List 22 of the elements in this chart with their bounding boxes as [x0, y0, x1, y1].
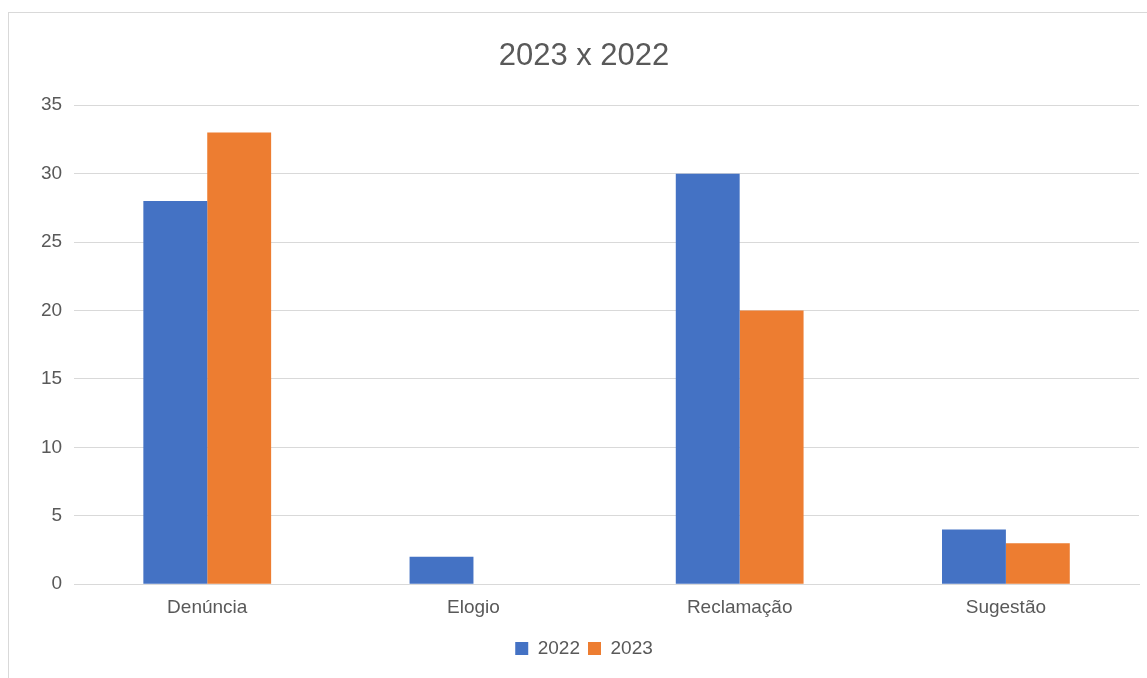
y-tick-label: 15 — [40, 367, 63, 389]
x-tick-label: Sugestão — [965, 595, 1047, 617]
y-tick-label: 0 — [51, 572, 63, 594]
y-tick-label: 35 — [40, 93, 63, 115]
bar — [739, 310, 804, 584]
bar — [143, 201, 208, 584]
y-tick-label: 20 — [40, 298, 63, 320]
bar — [675, 173, 740, 584]
bar — [409, 556, 474, 584]
bar — [942, 529, 1006, 584]
legend-label: 2023 — [610, 636, 653, 658]
chart-title: 2023 x 2022 — [498, 37, 670, 73]
x-tick-label: Reclamação — [686, 595, 793, 617]
x-tick-label: Elogio — [447, 595, 500, 617]
legend-label: 2022 — [537, 636, 581, 658]
x-tick-label: Denúncia — [167, 595, 248, 617]
bar — [1005, 543, 1070, 584]
bar — [207, 132, 272, 584]
y-tick-label: 25 — [40, 230, 63, 252]
y-tick-label: 10 — [40, 435, 63, 457]
y-tick-label: 30 — [40, 161, 63, 183]
y-tick-label: 5 — [51, 504, 63, 526]
